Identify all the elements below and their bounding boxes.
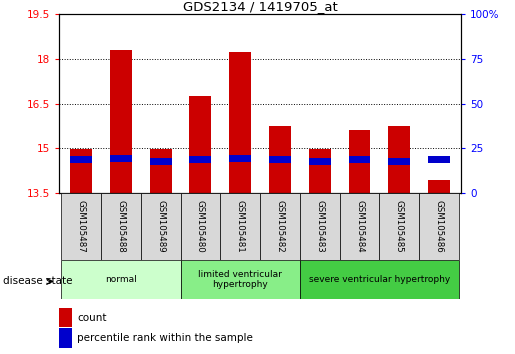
- Text: GSM105486: GSM105486: [435, 200, 443, 253]
- Bar: [428, 179, 450, 193]
- Bar: [380, 193, 419, 260]
- Bar: [349, 156, 370, 163]
- Bar: [269, 126, 291, 193]
- Text: GSM105482: GSM105482: [276, 200, 284, 253]
- Text: GSM105480: GSM105480: [196, 200, 205, 253]
- Bar: [181, 193, 220, 260]
- Text: limited ventricular
hypertrophy: limited ventricular hypertrophy: [198, 270, 282, 289]
- Bar: [339, 193, 380, 260]
- Bar: [309, 149, 331, 193]
- Bar: [229, 52, 251, 193]
- Bar: [349, 130, 370, 193]
- Text: GSM105484: GSM105484: [355, 200, 364, 253]
- Text: normal: normal: [105, 275, 137, 284]
- Bar: [110, 50, 132, 193]
- Text: severe ventricular hypertrophy: severe ventricular hypertrophy: [309, 275, 450, 284]
- Text: GSM105489: GSM105489: [156, 200, 165, 253]
- Bar: [150, 149, 171, 193]
- Text: percentile rank within the sample: percentile rank within the sample: [77, 333, 253, 343]
- Bar: [260, 193, 300, 260]
- Bar: [229, 155, 251, 162]
- Text: GSM105481: GSM105481: [236, 200, 245, 253]
- Bar: [61, 260, 181, 299]
- Bar: [220, 193, 260, 260]
- Text: count: count: [77, 313, 107, 322]
- Text: disease state: disease state: [3, 276, 72, 286]
- Text: GSM105487: GSM105487: [77, 200, 85, 253]
- Text: GSM105488: GSM105488: [116, 200, 125, 253]
- Bar: [70, 149, 92, 193]
- Title: GDS2134 / 1419705_at: GDS2134 / 1419705_at: [183, 0, 337, 13]
- Bar: [300, 193, 339, 260]
- Bar: [61, 193, 101, 260]
- Bar: [300, 260, 459, 299]
- Bar: [150, 158, 171, 165]
- Bar: [419, 193, 459, 260]
- Bar: [269, 156, 291, 163]
- Bar: [388, 158, 410, 165]
- Bar: [428, 156, 450, 163]
- Bar: [141, 193, 181, 260]
- Bar: [388, 126, 410, 193]
- Bar: [110, 155, 132, 162]
- Bar: [181, 260, 300, 299]
- Bar: [101, 193, 141, 260]
- Bar: [190, 96, 211, 193]
- Bar: [70, 156, 92, 163]
- Bar: [309, 158, 331, 165]
- Text: GSM105485: GSM105485: [395, 200, 404, 253]
- Bar: [190, 156, 211, 163]
- Text: GSM105483: GSM105483: [315, 200, 324, 253]
